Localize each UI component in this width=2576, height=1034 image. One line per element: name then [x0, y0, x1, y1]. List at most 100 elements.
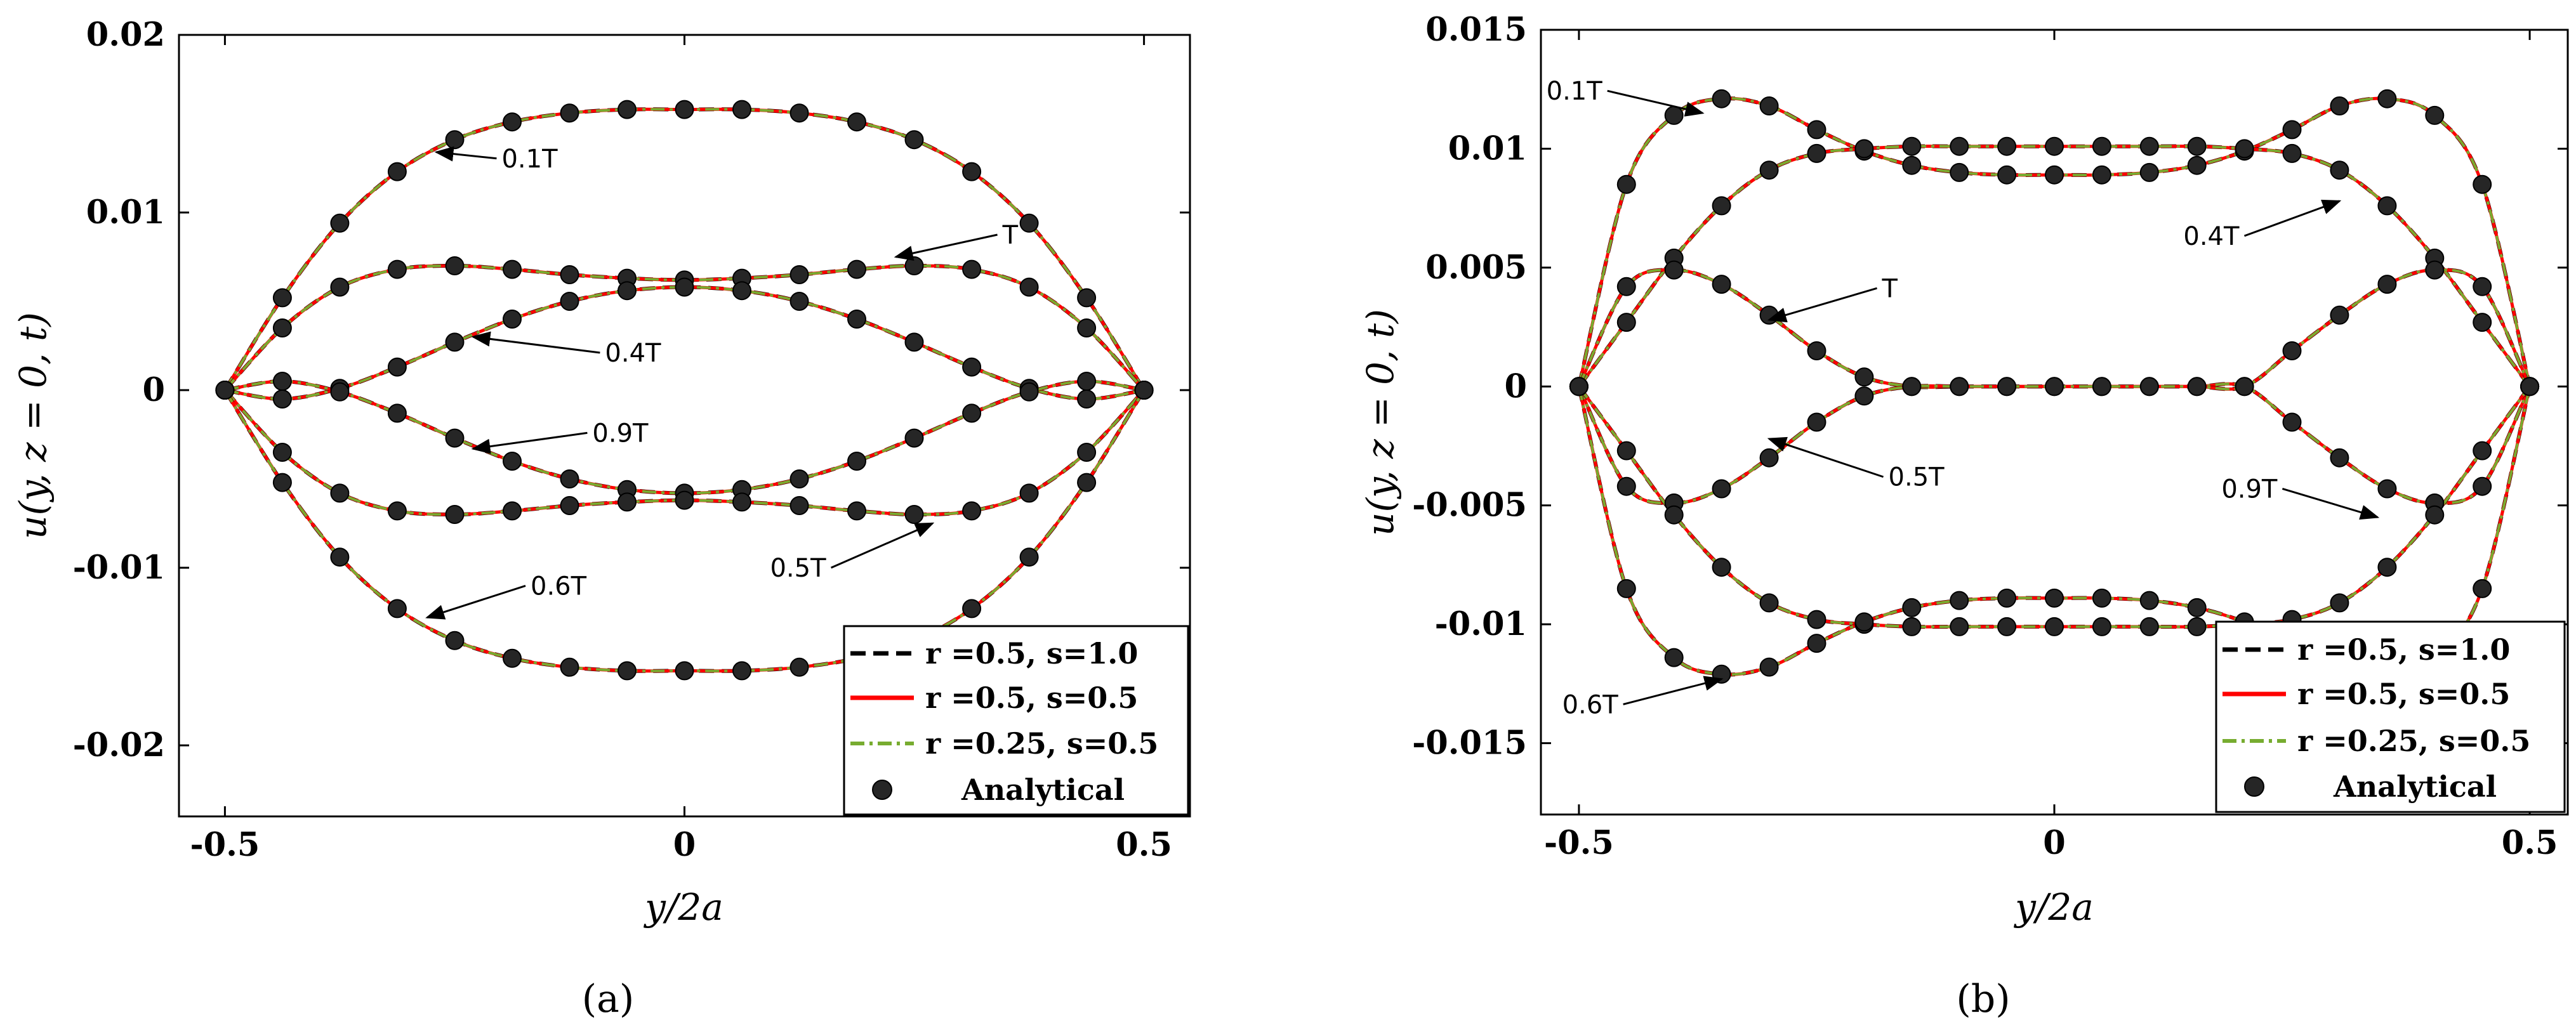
analytical-point-0.6T-b: [2520, 377, 2540, 396]
analytical-point-0.5T-a: [675, 490, 694, 510]
legend-entry-4-b: Analytical: [2333, 769, 2497, 804]
analytical-point-0.1T-b: [2092, 165, 2111, 185]
analytical-point-0.5T-a: [445, 505, 465, 524]
analytical-point-0.5T-a: [330, 483, 350, 503]
analytical-point-0.4T-a: [272, 389, 292, 409]
analytical-point-0.1T-a: [560, 103, 579, 123]
analytical-point-0.9T-b: [1712, 558, 1731, 577]
legend-a: r =0.5, s=1.0 r =0.5, s=0.5 r =0.25, s=0…: [843, 625, 1189, 816]
analytical-point-0.1T-b: [2187, 155, 2207, 175]
annotations-a: 0.1T T 0.4T 0.9T 0.5T 0.6T: [425, 145, 1019, 620]
ticks-a: -0.5 0 0.5 -0.02 -0.01 0 0.01 0.02: [73, 16, 1190, 864]
analytical-point-0.1T-a: [962, 162, 982, 181]
annotation-arrow-b: [1767, 436, 1884, 478]
analytical-point-T-b: [2473, 476, 2492, 496]
analytical-point-T-b: [1616, 277, 1636, 296]
analytical-point-0.4T-b: [2187, 136, 2207, 156]
annotation-label-a: 0.4T: [605, 339, 661, 368]
annotations-b: 0.1T 0.4T T 0.5T 0.9T 0.6T: [1547, 77, 2380, 719]
analytical-point-0.9T-b: [1902, 617, 1922, 636]
analytical-point-0.6T-a: [789, 657, 809, 677]
annotation-arrow-b: [1767, 287, 1877, 323]
analytical-point-0.1T-b: [2045, 165, 2064, 185]
analytical-point-0.1T-b: [1997, 165, 2017, 185]
legend-marker-b: [2244, 776, 2264, 797]
analytical-point-0.9T-a: [387, 403, 407, 423]
x-tick-label-a: 0.5: [1116, 826, 1172, 864]
analytical-point-0.9T-a: [1077, 372, 1097, 391]
y-tick-label-a: -0.01: [73, 549, 165, 587]
analytical-point-0.6T-b: [1569, 377, 1589, 396]
analytical-point-0.6T-a: [387, 599, 407, 618]
legend-entry-3-b: r =0.25, s=0.5: [2297, 724, 2530, 758]
analytical-point-0.5T-b: [2473, 277, 2492, 296]
analytical-point-0.4T-a: [904, 332, 924, 352]
analytical-point-0.1T-b: [1616, 174, 1636, 194]
analytical-point-0.4T-a: [962, 357, 982, 377]
analytical-point-0.1T-b: [2377, 89, 2397, 108]
analytical-point-0.9T-a: [445, 428, 465, 448]
analytical-point-0.9T-b: [2187, 617, 2207, 636]
analytical-point-0.5T-a: [1019, 483, 1039, 503]
y-tick-label-a: 0: [143, 371, 166, 409]
analytical-point-0.9T-b: [1807, 610, 1826, 629]
analytical-point-0.9T-a: [272, 372, 292, 391]
annotation-label-b: 0.4T: [2183, 222, 2240, 251]
y-tick-label-b: -0.01: [1435, 605, 1527, 643]
analytical-point-0.5T-b: [2139, 377, 2159, 396]
analytical-point-0.5T-b: [1950, 377, 1969, 396]
x-tick-label-b: 0: [2043, 824, 2066, 862]
analytical-point-0.6T-a: [445, 631, 465, 650]
analytical-point-0.1T-b: [2473, 174, 2492, 194]
analytical-point-T-a: [560, 265, 579, 284]
analytical-point-0.6T-a: [618, 661, 637, 681]
analytical-point-T-b: [1759, 305, 1779, 325]
analytical-point-0.5T-a: [962, 501, 982, 521]
analytical-point-0.9T-b: [2473, 441, 2492, 461]
analytical-point-0.1T-a: [618, 100, 637, 119]
analytical-point-0.6T-b: [2187, 598, 2207, 617]
analytical-point-0.4T-b: [1902, 136, 1922, 156]
analytical-point-0.1T-a: [675, 100, 694, 119]
analytical-point-0.4T-b: [2282, 143, 2302, 163]
analytical-point-0.6T-b: [2139, 591, 2159, 610]
analytical-point-0.5T-b: [1616, 476, 1636, 496]
analytical-point-0.5T-a: [560, 496, 579, 515]
analytical-point-T-b: [1664, 260, 1684, 280]
analytical-point-0.9T-b: [1616, 441, 1636, 461]
analytical-point-0.4T-a: [1077, 389, 1097, 409]
x-axis-label-a: y/2a: [643, 886, 723, 929]
x-tick-label-b: 0.5: [2502, 824, 2558, 862]
legend-marker-a: [872, 780, 892, 800]
analytical-point-0.1T-a: [732, 100, 751, 119]
analytical-point-0.6T-b: [1854, 612, 1874, 632]
analytical-point-0.9T-b: [2330, 593, 2349, 613]
analytical-point-0.5T-b: [2187, 377, 2207, 396]
curve-dashdot-0.4T-a: [225, 285, 1144, 401]
markers-b: [1569, 89, 2540, 684]
analytical-point-0.4T-b: [2045, 136, 2064, 156]
annotation-label-a: 0.6T: [531, 572, 587, 601]
analytical-point-0.1T-b: [1712, 89, 1731, 108]
analytical-point-T-a: [789, 265, 809, 284]
analytical-point-0.9T-b: [1950, 617, 1969, 636]
analytical-point-0.5T-a: [387, 501, 407, 521]
analytical-point-T-a: [1019, 277, 1039, 297]
analytical-point-0.6T-b: [1950, 591, 1969, 610]
legend-entry-4-a: Analytical: [961, 773, 1125, 807]
y-tick-label-b: 0.015: [1425, 11, 1527, 49]
analytical-point-0.9T-b: [1759, 593, 1779, 613]
analytical-point-T-b: [2377, 479, 2397, 499]
analytical-point-0.4T-a: [503, 310, 522, 329]
analytical-point-0.6T-a: [560, 657, 579, 677]
y-tick-label-b: -0.005: [1412, 487, 1527, 525]
analytical-point-0.6T-a: [1077, 473, 1097, 492]
analytical-point-T-a: [962, 259, 982, 279]
analytical-point-0.1T-b: [2282, 120, 2302, 140]
annotation-label-a: 0.9T: [592, 419, 649, 448]
analytical-point-0.4T-a: [560, 292, 579, 311]
analytical-point-0.9T-b: [2045, 617, 2064, 636]
y-tick-label-a: -0.02: [73, 726, 165, 764]
analytical-point-0.9T-b: [2092, 617, 2111, 636]
x-tick-label-a: 0: [673, 826, 696, 864]
